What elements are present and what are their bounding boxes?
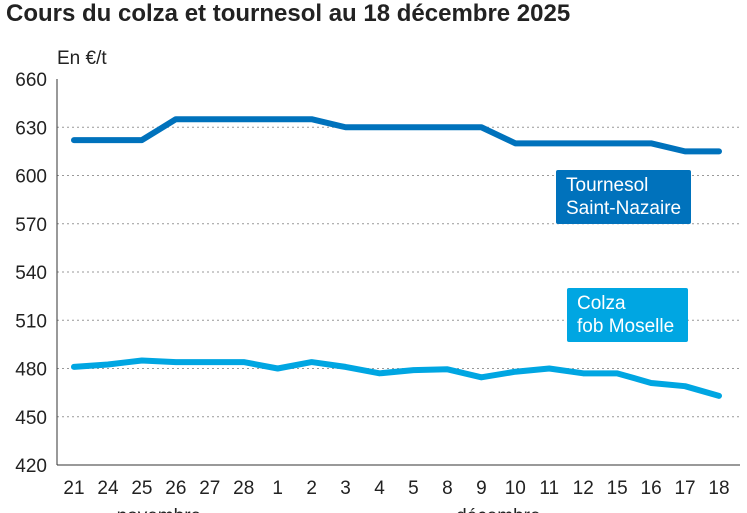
legend-label: fob Moselle	[577, 316, 675, 337]
x-tick-label: 27	[199, 478, 220, 499]
y-tick-label: 510	[15, 311, 47, 332]
x-tick-label: 1	[272, 478, 283, 499]
y-tick-label: 540	[15, 263, 47, 284]
legend-label: Colza	[577, 293, 626, 314]
x-tick-label: 25	[131, 478, 152, 499]
x-tick-label: 21	[63, 478, 84, 499]
y-tick-label: 630	[15, 118, 47, 139]
y-axis-label: En €/t	[57, 48, 107, 69]
x-tick-label: 18	[708, 478, 729, 499]
series-line-0	[71, 116, 722, 155]
x-tick-label: 12	[573, 478, 594, 499]
x-tick-label: 8	[442, 478, 453, 499]
x-tick-label: 4	[374, 478, 385, 499]
legend-label: Saint-Nazaire	[566, 198, 682, 219]
x-tick-label: 11	[539, 478, 559, 499]
x-tick-label: 17	[674, 478, 695, 499]
x-tick-label: 15	[607, 478, 628, 499]
series-line-1	[71, 357, 722, 399]
legend-tournesol: Tournesol Saint-Nazaire	[556, 170, 692, 224]
x-tick-label: 5	[408, 478, 419, 499]
y-tick-label: 420	[15, 456, 47, 477]
month-label: décembre	[456, 506, 541, 513]
x-tick-label: 16	[641, 478, 662, 499]
x-tick-label: 24	[97, 478, 119, 499]
chart-title: Cours du colza et tournesol au 18 décemb…	[6, 0, 571, 27]
x-tick-label: 26	[165, 478, 186, 499]
y-tick-label: 480	[15, 360, 47, 381]
x-tick-label: 2	[306, 478, 317, 499]
y-tick-label: 600	[15, 167, 47, 188]
y-tick-label: 450	[15, 408, 47, 429]
legend-label: Tournesol	[566, 175, 649, 196]
y-tick-label: 570	[15, 215, 47, 236]
x-tick-label: 28	[233, 478, 254, 499]
month-label: novembre	[117, 506, 202, 513]
legend-colza: Colza fob Moselle	[567, 288, 689, 342]
x-tick-label: 3	[340, 478, 351, 499]
x-tick-label: 9	[476, 478, 487, 499]
y-tick-label: 660	[15, 70, 47, 91]
x-tick-label: 10	[505, 478, 526, 499]
